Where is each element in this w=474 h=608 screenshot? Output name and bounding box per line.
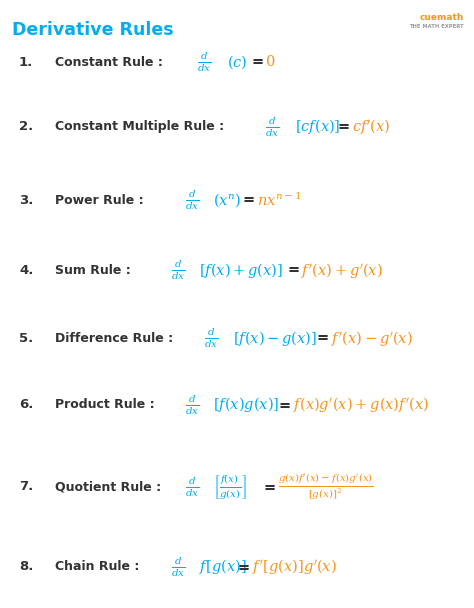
Text: $cf'(x)$: $cf'(x)$	[352, 117, 390, 137]
Text: $\frac{d}{dx}$: $\frac{d}{dx}$	[185, 188, 199, 212]
Text: Derivative Rules: Derivative Rules	[12, 21, 173, 39]
Text: =: =	[317, 331, 329, 345]
Text: $(c)$: $(c)$	[227, 53, 247, 71]
Text: $nx^{n-1}$: $nx^{n-1}$	[257, 192, 301, 209]
Text: Constant Multiple Rule :: Constant Multiple Rule :	[55, 120, 224, 134]
Text: =: =	[251, 55, 264, 69]
Text: 5.: 5.	[19, 331, 33, 345]
Text: $[f(x) - g(x)]$: $[f(x) - g(x)]$	[233, 328, 317, 348]
Text: Chain Rule :: Chain Rule :	[55, 561, 139, 573]
Text: $f'(x) + g'(x)$: $f'(x) + g'(x)$	[301, 260, 383, 280]
Text: $(x^n)$: $(x^n)$	[213, 191, 242, 209]
Text: $\frac{g(x)f'(x) - f(x)g'(x)}{[g(x)]^2}$: $\frac{g(x)f'(x) - f(x)g'(x)}{[g(x)]^2}$	[278, 472, 374, 502]
Text: $[f(x)g(x)]$: $[f(x)g(x)]$	[213, 395, 280, 415]
Text: $\frac{d}{dx}$: $\frac{d}{dx}$	[204, 326, 218, 350]
Text: 8.: 8.	[19, 561, 33, 573]
Text: =: =	[287, 263, 300, 277]
Text: =: =	[243, 193, 255, 207]
Text: =: =	[337, 120, 350, 134]
Text: $\frac{d}{dx}$: $\frac{d}{dx}$	[185, 393, 199, 417]
Text: Difference Rule :: Difference Rule :	[55, 331, 173, 345]
Text: $[f(x) + g(x)]$: $[f(x) + g(x)]$	[199, 260, 283, 280]
Text: $\frac{d}{dx}$: $\frac{d}{dx}$	[171, 555, 185, 579]
Text: 4.: 4.	[19, 263, 33, 277]
Text: $\frac{d}{dx}$: $\frac{d}{dx}$	[197, 50, 211, 74]
Text: $f(x)g'(x) + g(x)f'(x)$: $f(x)g'(x) + g(x)f'(x)$	[293, 395, 429, 415]
Text: 3.: 3.	[19, 193, 33, 207]
Text: Constant Rule :: Constant Rule :	[55, 55, 163, 69]
Text: $f'(x) - g'(x)$: $f'(x) - g'(x)$	[331, 328, 413, 348]
Text: $\frac{d}{dx}$: $\frac{d}{dx}$	[265, 115, 280, 139]
Text: $\left[\frac{f(x)}{g(x)}\right]$: $\left[\frac{f(x)}{g(x)}\right]$	[213, 472, 247, 502]
Text: 2.: 2.	[19, 120, 33, 134]
Text: 6.: 6.	[19, 398, 33, 412]
Text: =: =	[238, 559, 250, 575]
Text: =: =	[279, 398, 291, 412]
Text: $f'[g(x)]g'(x)$: $f'[g(x)]g'(x)$	[252, 558, 337, 576]
Text: $[cf(x)]$: $[cf(x)]$	[295, 117, 340, 137]
Text: 7.: 7.	[19, 480, 33, 494]
Text: cuemath: cuemath	[419, 13, 464, 22]
Text: $\frac{d}{dx}$: $\frac{d}{dx}$	[171, 258, 185, 282]
Text: THE MATH EXPERT: THE MATH EXPERT	[409, 24, 464, 29]
Text: Power Rule :: Power Rule :	[55, 193, 143, 207]
Text: $0$: $0$	[265, 55, 276, 69]
Text: =: =	[264, 480, 276, 494]
Text: $f[g(x)]$: $f[g(x)]$	[199, 558, 246, 576]
Text: Sum Rule :: Sum Rule :	[55, 263, 130, 277]
Text: 1.: 1.	[19, 55, 33, 69]
Text: $\frac{d}{dx}$: $\frac{d}{dx}$	[185, 475, 199, 499]
Text: Product Rule :: Product Rule :	[55, 398, 154, 412]
Text: Quotient Rule :: Quotient Rule :	[55, 480, 161, 494]
